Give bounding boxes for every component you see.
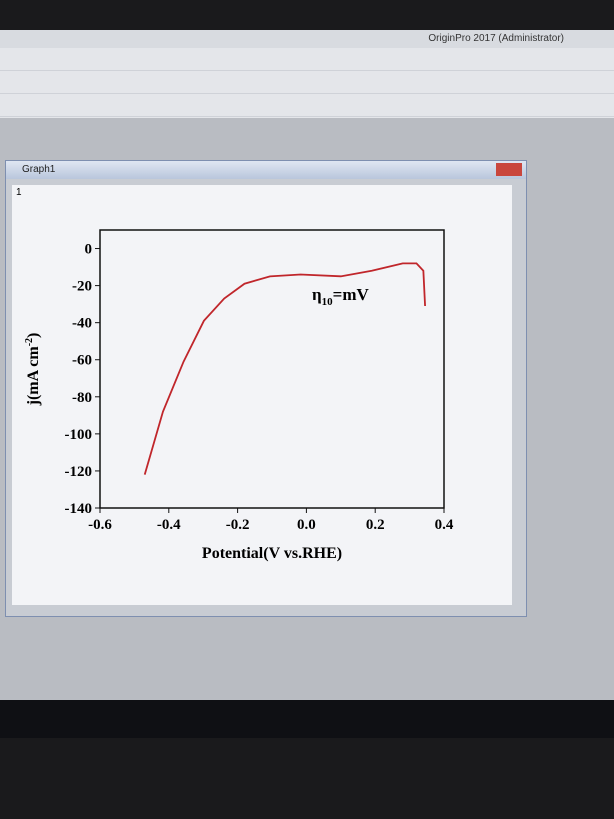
toolbar bbox=[0, 48, 614, 118]
x-tick-label: 0.0 bbox=[297, 517, 316, 533]
y-tick-label: -140 bbox=[65, 501, 93, 517]
y-tick-label: 0 bbox=[85, 242, 93, 258]
plot-frame bbox=[99, 229, 445, 509]
annotation: η10=mV bbox=[312, 285, 370, 308]
page-area bbox=[12, 185, 512, 605]
taskbar bbox=[0, 700, 614, 738]
annotation-suffix: =mV bbox=[333, 285, 370, 304]
window-title: Graph1 bbox=[6, 161, 526, 179]
y-tick-label: -80 bbox=[72, 390, 92, 406]
y-axis-label-sup: -2 bbox=[24, 338, 35, 346]
y-tick-label: -120 bbox=[65, 464, 93, 480]
data-line bbox=[143, 262, 426, 475]
y-axis-label-text: j(mA cm bbox=[25, 346, 42, 407]
x-tick-label: -0.6 bbox=[88, 517, 112, 533]
app-title: OriginPro 2017 (Administrator) bbox=[0, 30, 614, 48]
x-axis-label: Potential(V vs.RHE) bbox=[202, 545, 342, 562]
close-button[interactable] bbox=[496, 163, 522, 176]
y-axis-label: j(mA cm-2) bbox=[24, 333, 42, 407]
x-tick-label: -0.4 bbox=[157, 517, 181, 533]
annotation-symbol: η bbox=[312, 285, 322, 304]
y-tick-label: -20 bbox=[72, 279, 92, 295]
x-tick-label: 0.2 bbox=[366, 517, 385, 533]
x-tick-label: 0.4 bbox=[435, 517, 454, 533]
chart: 1 -0.6 -0.4 -0.2 0.0 0.2 0.4 0 -20 -40 -60 -80 -100… bbox=[12, 185, 512, 605]
y-tick-label: -40 bbox=[72, 316, 92, 332]
y-axis-label-suffix: ) bbox=[25, 333, 42, 338]
x-tick-label: -0.2 bbox=[226, 517, 250, 533]
annotation-subscript: 10 bbox=[322, 296, 334, 308]
y-tick-label: -100 bbox=[65, 427, 93, 443]
layer-label: 1 bbox=[16, 187, 22, 198]
y-tick-label: -60 bbox=[72, 353, 92, 369]
